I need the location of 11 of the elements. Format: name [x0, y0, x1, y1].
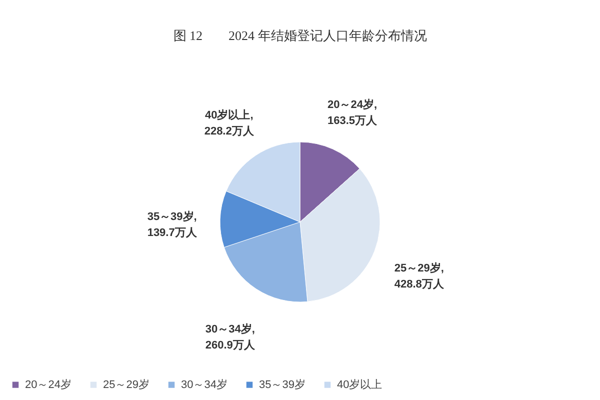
chart-title: 图 12 2024 年结婚登记人口年龄分布情况	[173, 28, 427, 43]
data-label: 40岁以上, 228.2万人	[204, 108, 255, 138]
legend-label: 20～24岁	[25, 378, 72, 391]
legend-label: 40岁以上	[337, 378, 382, 391]
legend-label: 35～39岁	[259, 378, 306, 391]
legend-label: 25～29岁	[103, 378, 150, 391]
data-label: 35～39岁, 139.7万人	[147, 210, 198, 240]
data-label: 20～24岁, 163.5万人	[328, 98, 378, 128]
data-label: 25～29岁, 428.8万人	[394, 262, 445, 291]
data-label: 30～34岁, 260.9万人	[205, 322, 256, 352]
legend-label: 30～34岁	[181, 378, 228, 391]
